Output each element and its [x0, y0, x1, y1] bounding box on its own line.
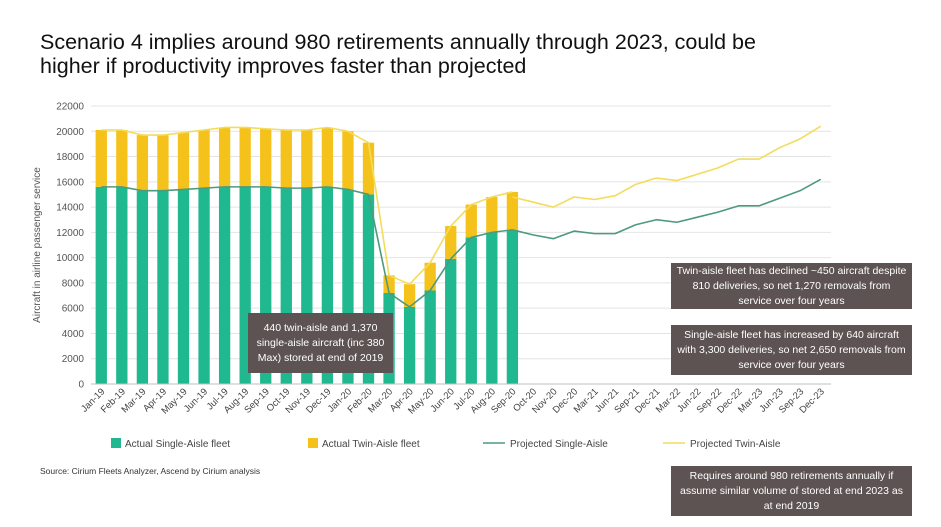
- bar-twin-aisle: [383, 275, 395, 294]
- y-tick-label: 8000: [62, 278, 85, 289]
- bar-single-aisle: [342, 189, 354, 384]
- title-line-1: Scenario 4 implies around 980 retirement…: [40, 30, 756, 54]
- bar-twin-aisle: [424, 262, 436, 291]
- y-tick-label: 14000: [56, 203, 84, 214]
- bar-single-aisle: [157, 190, 169, 384]
- bar-twin-aisle: [362, 142, 375, 195]
- title-line-2: higher if productivity improves faster t…: [40, 54, 527, 78]
- bar-twin-aisle: [198, 130, 210, 189]
- y-tick-label: 4000: [62, 329, 85, 340]
- bar-single-aisle: [403, 306, 416, 384]
- bar-twin-aisle: [95, 130, 107, 187]
- note-twin-aisle: Twin-aisle fleet has declined ~450 aircr…: [671, 263, 912, 309]
- y-tick-label: 0: [78, 380, 84, 391]
- y-tick-label: 18000: [56, 152, 84, 163]
- bar-twin-aisle: [157, 135, 169, 191]
- legend-swatch: [308, 438, 318, 448]
- bar-twin-aisle: [301, 130, 313, 189]
- y-tick-label: 10000: [56, 253, 84, 264]
- bar-twin-aisle: [177, 132, 190, 190]
- legend-label: Actual Single-Aisle fleet: [125, 439, 230, 450]
- chart-title: Scenario 4 implies around 980 retirement…: [40, 30, 900, 78]
- x-axis-ticks: Jan-19Feb-19Mar-19Apr-19May-19Jun-19Jul-…: [79, 386, 827, 416]
- bar-twin-aisle: [321, 127, 334, 187]
- bar-twin-aisle: [280, 130, 292, 189]
- bar-single-aisle: [198, 188, 210, 384]
- bar-single-aisle: [424, 290, 436, 384]
- x-tick-label: Jun-19: [182, 386, 210, 414]
- legend-swatch: [111, 438, 121, 448]
- bar-single-aisle: [177, 189, 190, 384]
- y-tick-label: 12000: [56, 228, 84, 239]
- bar-single-aisle: [116, 186, 128, 384]
- bar-single-aisle: [95, 186, 107, 384]
- y-axis-label: Aircraft in airline passenger service: [32, 167, 43, 323]
- bar-single-aisle: [280, 188, 292, 384]
- bar-twin-aisle: [260, 128, 272, 187]
- bar-twin-aisle: [136, 135, 149, 191]
- bar-twin-aisle: [486, 196, 498, 233]
- bar-twin-aisle: [465, 204, 477, 238]
- bar-single-aisle: [239, 186, 251, 384]
- bar-twin-aisle: [403, 284, 416, 307]
- bar-single-aisle: [506, 229, 519, 384]
- bar-single-aisle: [218, 186, 231, 384]
- legend-label: Projected Twin-Aisle: [690, 439, 781, 450]
- y-tick-label: 22000: [56, 102, 84, 113]
- bar-single-aisle: [362, 194, 375, 384]
- legend-label: Projected Single-Aisle: [510, 439, 608, 450]
- bar-twin-aisle: [239, 127, 251, 187]
- actual-twin-aisle-line: [101, 126, 513, 285]
- bar-twin-aisle: [506, 191, 519, 230]
- projection-lines: [101, 125, 822, 308]
- y-axis-ticks: 0 2000 4000 6000 8000 10000 12000 14000 16000 180…: [56, 102, 84, 391]
- bar-single-aisle: [445, 258, 457, 384]
- y-tick-label: 2000: [62, 354, 85, 365]
- bar-single-aisle: [260, 186, 272, 384]
- bar-twin-aisle: [218, 127, 231, 187]
- bar-twin-aisle: [116, 130, 128, 187]
- y-tick-label: 20000: [56, 127, 84, 138]
- actual-single-aisle-line: [101, 186, 513, 308]
- bar-single-aisle: [301, 188, 313, 384]
- note-stored-aircraft: 440 twin-aisle and 1,370 single-aisle ai…: [248, 313, 393, 373]
- source-note: Source: Cirium Fleets Analyzer, Ascend b…: [40, 466, 261, 476]
- bar-twin-aisle: [342, 131, 354, 190]
- legend-label: Actual Twin-Aisle fleet: [322, 439, 420, 450]
- note-single-aisle: Single-aisle fleet has increased by 640 …: [671, 325, 912, 375]
- y-tick-label: 6000: [62, 304, 85, 315]
- note-retirements: Requires around 980 retirements annually…: [671, 466, 912, 516]
- bar-single-aisle: [136, 190, 149, 384]
- legend: Actual Single-Aisle fleet Actual Twin-Ais…: [111, 438, 781, 450]
- y-tick-label: 16000: [56, 177, 84, 188]
- bar-single-aisle: [465, 237, 477, 384]
- bar-single-aisle: [321, 186, 334, 384]
- bar-twin-aisle: [445, 226, 457, 259]
- bar-single-aisle: [486, 232, 498, 384]
- projected-single-aisle-line: [512, 178, 822, 240]
- projected-twin-aisle-line: [512, 125, 822, 208]
